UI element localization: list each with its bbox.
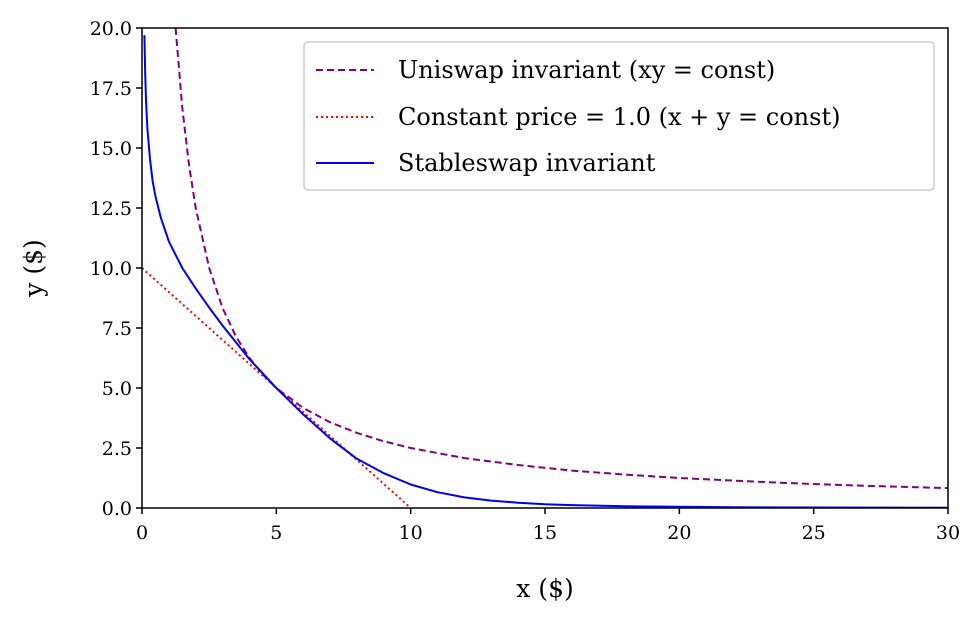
y-tick-label: 17.5: [90, 78, 132, 100]
x-tick-label: 20: [667, 522, 691, 544]
legend-label-uniswap-text: Uniswap invariant (xy = const): [398, 56, 775, 84]
x-tick-label: 30: [936, 522, 960, 544]
legend-box: [303, 41, 935, 191]
y-tick-label: 10.0: [90, 258, 132, 280]
x-tick-label: 0: [136, 522, 148, 544]
x-axis-ticks: 0 5 10 15 20 25 30: [136, 508, 960, 544]
legend-label-constant-price-text: Constant price = 1.0 (x + y = const): [398, 103, 840, 131]
legend-label-uniswap: Uniswap invariant (xy = const): [398, 56, 775, 84]
y-tick-label: 20.0: [90, 18, 132, 40]
x-tick-label: 10: [399, 522, 423, 544]
y-tick-label: 7.5: [102, 318, 132, 340]
y-tick-label: 5.0: [102, 378, 132, 400]
legend-label-constant-price: Constant price = 1.0 (x + y = const): [398, 103, 840, 131]
y-tick-label: 2.5: [102, 438, 132, 460]
series-layer: [142, 28, 948, 508]
x-tick-label: 25: [802, 522, 826, 544]
x-axis-label: x ($): [516, 574, 573, 603]
y-tick-label: 0.0: [102, 498, 132, 520]
legend-label-stableswap-text: Stableswap invariant: [398, 149, 656, 177]
legend: Uniswap invariant (xy = const) Constant …: [303, 41, 935, 191]
y-axis-label: y ($): [19, 239, 48, 297]
y-tick-label: 15.0: [90, 138, 132, 160]
stableswap-invariant-line: [143, 35, 948, 508]
x-tick-label: 5: [270, 522, 282, 544]
y-axis-ticks: 0.0 2.5 5.0 7.5 10.0 12.5 15.0 17.5 20.0: [90, 18, 142, 520]
x-tick-label: 15: [533, 522, 557, 544]
legend-label-stableswap: Stableswap invariant: [398, 149, 656, 177]
uniswap-invariant-line: [174, 28, 948, 490]
y-tick-label: 12.5: [90, 198, 132, 220]
